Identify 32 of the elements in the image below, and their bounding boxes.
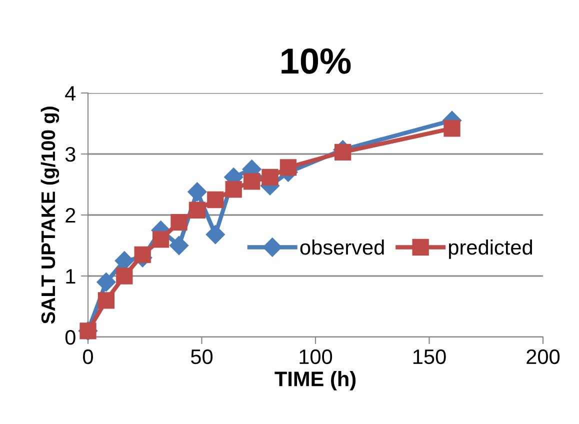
y-tick-label: 1 bbox=[66, 269, 76, 284]
x-tick-label: 50 bbox=[191, 349, 213, 364]
y-tick-label: 4 bbox=[65, 86, 76, 101]
point bbox=[170, 214, 188, 231]
point bbox=[188, 182, 207, 202]
point bbox=[206, 224, 225, 244]
x-tick-label: 0 bbox=[83, 349, 93, 364]
y-tick-label: 0 bbox=[65, 330, 76, 345]
x-tick-label: 150 bbox=[413, 349, 446, 364]
point bbox=[262, 168, 278, 186]
point bbox=[116, 268, 133, 284]
y-axis-title: SALT UPTAKE (g/100 g) bbox=[40, 106, 60, 324]
x-tick-label: 100 bbox=[300, 349, 332, 364]
chart-title: 10% bbox=[282, 48, 351, 74]
x-axis-title: TIME (h) bbox=[274, 371, 356, 390]
legend-label: predicted bbox=[449, 239, 532, 259]
point bbox=[152, 231, 170, 248]
y-tick-label: 3 bbox=[65, 147, 76, 162]
point bbox=[98, 292, 115, 309]
point bbox=[169, 236, 189, 256]
x-tick-label: 200 bbox=[526, 349, 560, 364]
point bbox=[188, 202, 206, 218]
y-tick-label: 2 bbox=[66, 208, 76, 223]
point bbox=[207, 191, 224, 208]
point bbox=[444, 120, 460, 137]
point bbox=[243, 173, 260, 190]
point bbox=[225, 181, 242, 198]
legend-label: observed bbox=[300, 239, 384, 255]
point bbox=[134, 246, 151, 263]
point bbox=[96, 272, 116, 292]
point bbox=[280, 159, 297, 176]
point bbox=[334, 144, 352, 161]
